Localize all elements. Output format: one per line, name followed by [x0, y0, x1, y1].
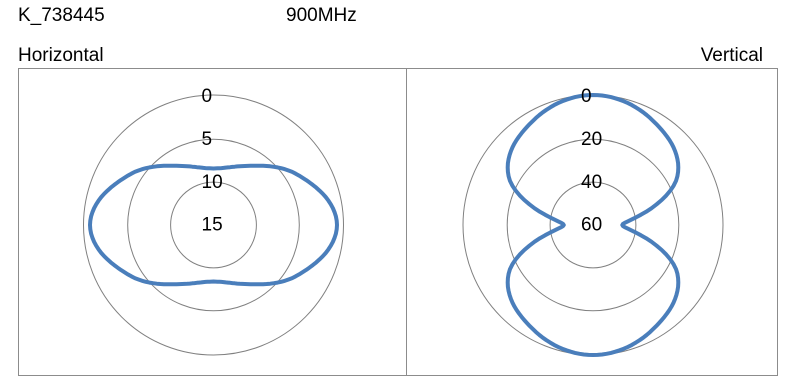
vertical-chart-frame: 0 20 40 60: [406, 68, 778, 376]
vertical-ring: [506, 138, 680, 312]
vertical-polar-chart: 0 20 40 60: [462, 86, 724, 357]
frequency-label: 900MHz: [286, 5, 357, 26]
horizontal-ring: [170, 181, 257, 269]
horizontal-label: Horizontal: [18, 45, 104, 66]
vertical-tick-label: 60: [581, 215, 602, 236]
vertical-tick-label: 0: [581, 86, 592, 107]
vertical-tick-label: 20: [581, 129, 602, 150]
horizontal-chart-frame: 0 5 10 15: [18, 68, 407, 376]
horizontal-polar-chart: 0 5 10 15: [83, 86, 344, 356]
horizontal-tick-label: 5: [202, 129, 213, 150]
vertical-tick-label: 40: [581, 172, 602, 193]
horizontal-ring: [83, 94, 344, 356]
horizontal-series-line: [88, 163, 339, 287]
horizontal-tick-label: 10: [202, 172, 223, 193]
horizontal-tick-label: 0: [202, 86, 213, 107]
vertical-series-line: [505, 93, 681, 357]
horizontal-tick-label: 15: [202, 215, 223, 236]
vertical-label: Vertical: [700, 45, 763, 66]
model-label: K_738445: [18, 5, 105, 26]
horizontal-ring: [127, 138, 300, 312]
vertical-ring: [549, 181, 637, 269]
